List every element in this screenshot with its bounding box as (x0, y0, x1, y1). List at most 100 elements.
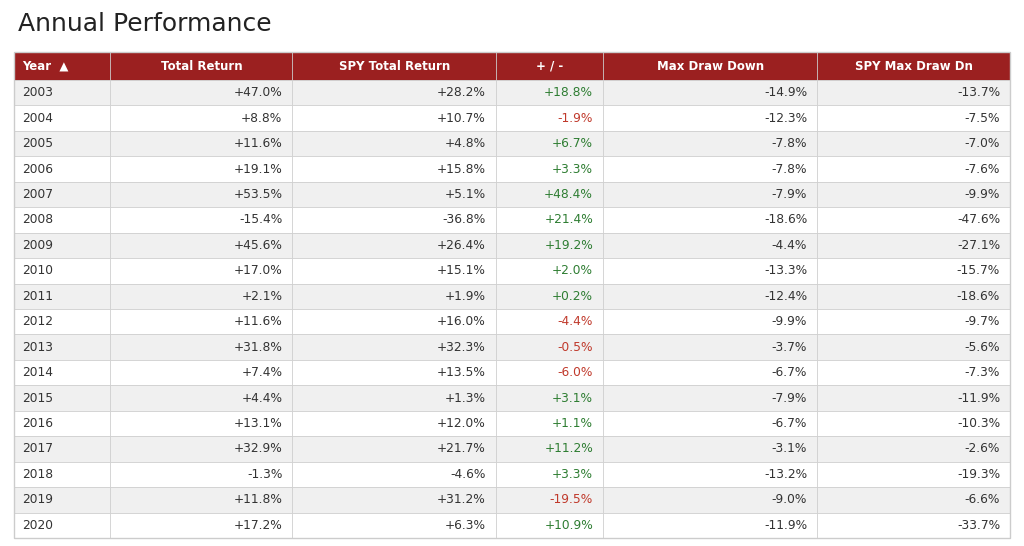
Bar (496, 258, 603, 283)
Text: 2004: 2004 (22, 112, 53, 124)
Text: +31.8%: +31.8% (233, 341, 283, 354)
Bar (111, 487, 293, 513)
Bar (14, 360, 111, 385)
Bar (111, 52, 293, 80)
Text: +4.8%: +4.8% (444, 137, 486, 150)
Bar (14, 283, 111, 309)
Bar (496, 487, 603, 513)
Text: 2006: 2006 (22, 163, 53, 176)
Bar (817, 156, 1010, 182)
Bar (293, 52, 496, 80)
Text: +0.2%: +0.2% (552, 290, 593, 303)
Bar (817, 182, 1010, 207)
Bar (293, 156, 496, 182)
Bar (817, 258, 1010, 283)
Bar (111, 283, 293, 309)
Bar (293, 411, 496, 436)
Bar (111, 105, 293, 131)
Bar (603, 233, 817, 258)
Bar (603, 513, 817, 538)
Text: +13.1%: +13.1% (233, 417, 283, 430)
Text: +31.2%: +31.2% (437, 494, 486, 506)
Text: -7.8%: -7.8% (772, 163, 807, 176)
Text: -9.9%: -9.9% (965, 188, 1000, 201)
Bar (111, 385, 293, 411)
Bar (111, 462, 293, 487)
Bar (293, 335, 496, 360)
Text: -9.0%: -9.0% (772, 494, 807, 506)
Text: Total Return: Total Return (161, 60, 243, 73)
Text: -18.6%: -18.6% (764, 213, 807, 227)
Text: +19.2%: +19.2% (545, 239, 593, 252)
Text: +16.0%: +16.0% (437, 315, 486, 328)
Bar (603, 80, 817, 105)
Text: -7.8%: -7.8% (772, 137, 807, 150)
Text: -11.9%: -11.9% (764, 519, 807, 532)
Bar (496, 436, 603, 462)
Text: -7.5%: -7.5% (965, 112, 1000, 124)
Text: +11.2%: +11.2% (545, 442, 593, 455)
Bar (603, 258, 817, 283)
Bar (496, 335, 603, 360)
Bar (603, 156, 817, 182)
Text: +4.4%: +4.4% (242, 391, 283, 405)
Text: Max Draw Down: Max Draw Down (656, 60, 764, 73)
Text: 2012: 2012 (22, 315, 53, 328)
Text: +21.7%: +21.7% (437, 442, 486, 455)
Text: +28.2%: +28.2% (437, 86, 486, 99)
Bar (111, 335, 293, 360)
Text: +19.1%: +19.1% (233, 163, 283, 176)
Bar (14, 309, 111, 335)
Bar (817, 487, 1010, 513)
Text: 2008: 2008 (22, 213, 53, 227)
Bar (111, 513, 293, 538)
Text: +13.5%: +13.5% (437, 366, 486, 379)
Bar (111, 233, 293, 258)
Bar (817, 335, 1010, 360)
Text: +1.9%: +1.9% (445, 290, 486, 303)
Text: -27.1%: -27.1% (956, 239, 1000, 252)
Text: 2015: 2015 (22, 391, 53, 405)
Text: 2017: 2017 (22, 442, 53, 455)
Bar (496, 131, 603, 156)
Text: -33.7%: -33.7% (956, 519, 1000, 532)
Text: +1.1%: +1.1% (552, 417, 593, 430)
Bar (293, 309, 496, 335)
Text: +3.3%: +3.3% (552, 163, 593, 176)
Bar (817, 411, 1010, 436)
Bar (603, 436, 817, 462)
Text: 2020: 2020 (22, 519, 53, 532)
Text: -1.3%: -1.3% (247, 468, 283, 481)
Text: -9.7%: -9.7% (965, 315, 1000, 328)
Bar (14, 52, 1010, 538)
Text: 2019: 2019 (22, 494, 53, 506)
Bar (603, 52, 817, 80)
Bar (14, 462, 111, 487)
Text: 2018: 2018 (22, 468, 53, 481)
Bar (111, 207, 293, 233)
Text: -7.3%: -7.3% (965, 366, 1000, 379)
Text: +2.0%: +2.0% (552, 264, 593, 277)
Bar (817, 52, 1010, 80)
Bar (496, 411, 603, 436)
Text: -6.7%: -6.7% (772, 366, 807, 379)
Bar (817, 80, 1010, 105)
Text: -0.5%: -0.5% (557, 341, 593, 354)
Text: -4.4%: -4.4% (772, 239, 807, 252)
Text: +1.3%: +1.3% (445, 391, 486, 405)
Text: +6.7%: +6.7% (552, 137, 593, 150)
Bar (14, 385, 111, 411)
Text: Annual Performance: Annual Performance (18, 12, 271, 36)
Text: -10.3%: -10.3% (956, 417, 1000, 430)
Text: -6.0%: -6.0% (558, 366, 593, 379)
Text: -13.2%: -13.2% (764, 468, 807, 481)
Bar (603, 462, 817, 487)
Bar (111, 436, 293, 462)
Bar (496, 360, 603, 385)
Text: 2009: 2009 (22, 239, 53, 252)
Bar (14, 156, 111, 182)
Text: -3.1%: -3.1% (772, 442, 807, 455)
Text: 2016: 2016 (22, 417, 53, 430)
Text: +32.3%: +32.3% (437, 341, 486, 354)
Bar (817, 462, 1010, 487)
